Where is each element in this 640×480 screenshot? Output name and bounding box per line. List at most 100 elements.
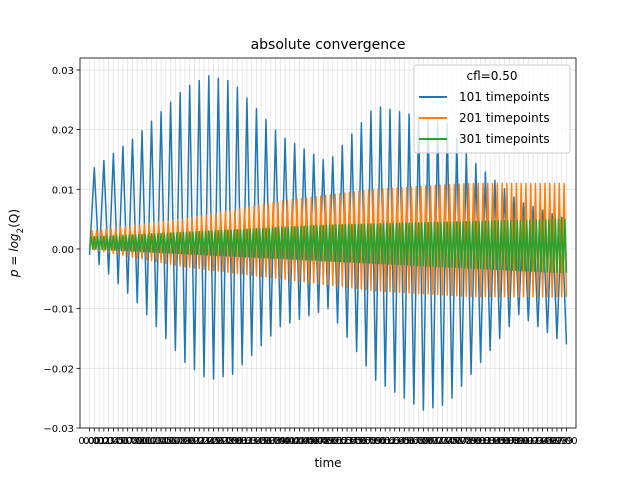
x-tick-label: 0.95	[531, 436, 553, 447]
y-tick-label: −0.03	[43, 424, 74, 435]
y-tick-label: 0.03	[52, 66, 74, 77]
x-tick-label: 0.27	[207, 436, 229, 447]
y-axis-label: p = log2(Q)	[7, 209, 26, 278]
y-tick-label: 0.01	[52, 185, 74, 196]
x-tick-label: 0.50	[317, 436, 339, 447]
x-tick-label: 0.13	[140, 436, 162, 447]
x-tick-label: 0.10	[126, 436, 148, 447]
x-tick-label: 0.25	[198, 436, 220, 447]
x-tick-label: 0.09	[121, 436, 143, 447]
x-tick-label: 0.33	[236, 436, 258, 447]
x-tick-label: 0.84	[479, 436, 501, 447]
x-tick-label: 0.91	[512, 436, 534, 447]
series-layer	[88, 75, 568, 411]
x-tick-label: 0.46	[298, 436, 320, 447]
x-tick-label: 0.38	[260, 436, 282, 447]
series-line-2	[88, 182, 568, 298]
x-tick-label: 0.26	[202, 436, 224, 447]
x-tick-label: 0.04	[97, 436, 119, 447]
x-tick-label: 0.94	[527, 436, 549, 447]
y-tick-label: −0.01	[43, 305, 74, 316]
x-tick-label: 0.40	[269, 436, 291, 447]
x-tick-label: 0.01	[83, 436, 105, 447]
x-tick-label: 0.35	[245, 436, 267, 447]
x-tick-label: 0.48	[307, 436, 329, 447]
x-tick-label: 0.78	[450, 436, 472, 447]
x-tick-label: 0.32	[231, 436, 253, 447]
legend-entry-101: 101 timepoints	[459, 90, 550, 104]
x-tick-label: 0.52	[326, 436, 348, 447]
x-tick-label: 0.34	[241, 436, 263, 447]
x-tick-label: 0.20	[174, 436, 196, 447]
legend: cfl=0.50 101 timepoints 201 timepoints 3…	[413, 64, 571, 154]
x-tick-label: 0.23	[188, 436, 210, 447]
x-axis-label: time	[314, 456, 341, 470]
x-tick-label: 0.81	[465, 436, 487, 447]
series-line-3	[88, 218, 568, 274]
x-tick-label: 0.71	[417, 436, 439, 447]
x-tick-label: 0.05	[102, 436, 124, 447]
x-tick-label: 0.66	[393, 436, 415, 447]
x-tick-label: 0.51	[322, 436, 344, 447]
x-tick-label: 0.14	[145, 436, 167, 447]
x-tick-label: 0.67	[398, 436, 420, 447]
legend-entry-301: 301 timepoints	[459, 132, 550, 146]
x-tick-label: 0.77	[446, 436, 468, 447]
x-tick-label: 0.60	[365, 436, 387, 447]
x-tick-label: 0.41	[274, 436, 296, 447]
x-tick-label: 0.92	[517, 436, 539, 447]
x-tick-label: 0.44	[288, 436, 310, 447]
x-tick-label: 0.15	[150, 436, 172, 447]
x-tick-label: 0.96	[536, 436, 558, 447]
y-axis-label-suffix: (Q)	[7, 209, 21, 228]
y-tick-label: −0.02	[43, 364, 74, 375]
x-tick-label: 0.87	[493, 436, 515, 447]
x-tick-label: 0.31	[226, 436, 248, 447]
x-tick-label: 0.70	[412, 436, 434, 447]
y-axis-ticks: −0.03 −0.02 −0.01 0.00 0.01 0.02 0.03	[43, 66, 80, 435]
legend-box	[413, 64, 571, 154]
x-axis-ticks: 0.000.010.020.030.040.050.060.070.080.09…	[78, 428, 578, 447]
x-tick-label: 0.85	[484, 436, 506, 447]
x-tick-label: 0.73	[427, 436, 449, 447]
x-tick-label: 0.43	[283, 436, 305, 447]
x-tick-label: 0.00	[78, 436, 100, 447]
x-tick-label: 0.11	[131, 436, 153, 447]
x-tick-label: 0.19	[169, 436, 191, 447]
x-tick-label: 0.07	[112, 436, 134, 447]
x-tick-label: 0.18	[164, 436, 186, 447]
x-tick-label: 0.61	[369, 436, 391, 447]
x-tick-label: 1.00	[555, 436, 577, 447]
x-tick-label: 0.16	[155, 436, 177, 447]
x-tick-label: 0.37	[255, 436, 277, 447]
x-tick-label: 0.99	[551, 436, 573, 447]
x-tick-label: 0.57	[350, 436, 372, 447]
y-axis-label-subscript: 2	[16, 228, 26, 234]
y-tick-label: 0.00	[52, 245, 74, 256]
x-tick-label: 0.53	[331, 436, 353, 447]
x-tick-label: 0.59	[360, 436, 382, 447]
legend-title: cfl=0.50	[467, 69, 518, 83]
x-tick-label: 0.88	[498, 436, 520, 447]
x-tick-label: 0.74	[431, 436, 453, 447]
x-tick-label: 0.30	[221, 436, 243, 447]
x-tick-label: 0.49	[312, 436, 334, 447]
x-tick-label: 0.62	[374, 436, 396, 447]
x-tick-label: 0.76	[441, 436, 463, 447]
x-tick-label: 0.06	[107, 436, 129, 447]
x-tick-label: 0.72	[422, 436, 444, 447]
x-tick-label: 0.79	[455, 436, 477, 447]
x-tick-label: 0.93	[522, 436, 544, 447]
x-tick-label: 0.56	[345, 436, 367, 447]
y-tick-label: 0.02	[52, 126, 74, 137]
x-tick-label: 0.58	[355, 436, 377, 447]
x-tick-label: 0.39	[264, 436, 286, 447]
x-tick-label: 0.64	[384, 436, 406, 447]
x-tick-label: 0.98	[546, 436, 568, 447]
x-tick-label: 0.68	[403, 436, 425, 447]
x-tick-label: 0.97	[541, 436, 563, 447]
y-axis-label-prefix: p = log	[7, 233, 21, 278]
x-tick-label: 0.29	[217, 436, 239, 447]
x-tick-label: 0.82	[469, 436, 491, 447]
